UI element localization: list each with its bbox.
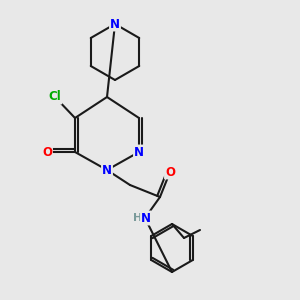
Text: N: N bbox=[102, 164, 112, 176]
Text: O: O bbox=[165, 166, 175, 178]
Text: Cl: Cl bbox=[49, 91, 62, 103]
Text: N: N bbox=[110, 17, 120, 31]
Text: N: N bbox=[134, 146, 144, 158]
Text: O: O bbox=[42, 146, 52, 158]
Text: H: H bbox=[134, 213, 142, 223]
Text: N: N bbox=[141, 212, 151, 224]
